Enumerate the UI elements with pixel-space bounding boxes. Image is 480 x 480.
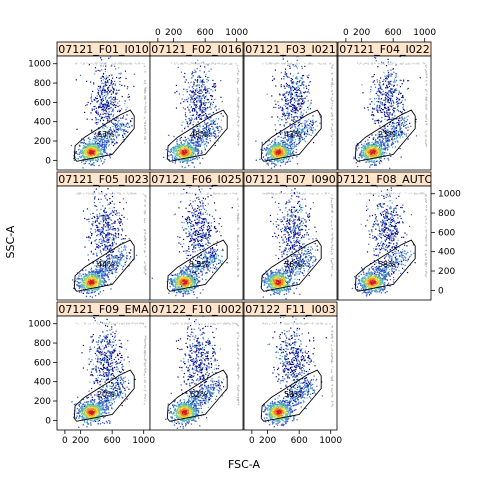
x-tick-label: 0 [62,436,68,446]
y-tick-label: 200 [34,137,51,147]
event-dots [162,56,240,169]
y-axis-title: SSC-A [4,225,17,258]
panel-frame [56,315,151,431]
x-tick-label: 600 [291,436,308,446]
panel-strip-label: 07122_F11_I003 [245,303,336,316]
panel-strip-label: 07122_F10_I002 [151,303,242,316]
panel-strip-label: 07121_F04_I022 [339,43,430,56]
gate-polygon [354,239,416,292]
x-tick-label: 600 [104,436,121,446]
panel-strip-label: 07121_F05_I023 [58,173,149,186]
panel: 07121_F07_I090 56% [243,171,338,301]
y-tick-label: 0 [438,286,444,296]
panel-strip-label: 07121_F09_EMA [58,303,149,316]
gate-polygon [354,109,416,162]
panel: 07121_F09_EMA 20% [56,301,151,431]
x-tick-label: 0 [155,28,161,38]
gate-percent-label: 59% [284,390,302,399]
panel-frame [337,185,432,301]
x-tick-label: 1000 [413,28,436,38]
event-dots [260,316,334,428]
x-tick-label: 600 [197,28,214,38]
gate-percent-label: 56% [284,260,302,269]
axes: 0 200 600 1000 0 200 600 1000 0 200 600 1000 0 200 600… [28,28,461,446]
event-dots [351,186,428,297]
gate-percent-label: 8.5% [189,260,210,269]
y-tick-label: 200 [438,267,455,277]
x-tick-label: 1000 [319,436,342,446]
gate-percent-label: 58% [378,260,396,269]
panel-frame [243,185,338,301]
y-tick-label: 600 [34,98,51,108]
gate-polygon [260,369,322,422]
y-tick-label: 1000 [438,190,461,200]
x-tick-label: 200 [72,436,89,446]
x-tick-label: 200 [353,28,370,38]
y-tick-label: 800 [438,209,455,219]
panel-strip-label: 07121_F06_I025 [151,173,242,186]
y-tick-label: 400 [34,378,51,388]
event-dots [151,186,240,299]
gate-polygon [166,239,228,292]
panel-frame [149,55,244,171]
event-dots [255,56,334,169]
panel-frame [149,185,244,301]
gate-polygon [73,239,135,292]
panel: 07121_F05_I023 44% [56,171,151,301]
panels: 07121_F01_I01063%07121_F02_I01648%07121_… [56,41,434,431]
panel: 07121_F02_I016 48% [149,41,244,171]
panel: 07121_F08_AUTO 58% [336,171,434,301]
panel-strip-label: 07121_F02_I016 [151,43,242,56]
event-dots [71,316,147,429]
panel-strip-label: 07121_F08_AUTO [336,173,434,186]
y-tick-label: 400 [438,248,455,258]
panel: 07121_F06_I025 8.5% [149,171,244,301]
y-tick-label: 1000 [28,320,51,330]
x-tick-label: 1000 [132,436,155,446]
y-tick-label: 0 [45,156,51,166]
x-tick-label: 600 [385,28,402,38]
gate-polygon [73,109,135,162]
y-tick-label: 600 [34,358,51,368]
x-tick-label: 1000 [225,28,248,38]
y-tick-label: 0 [45,416,51,426]
gate-percent-label: 44% [97,260,115,269]
panel-strip-label: 07121_F07_I090 [245,173,336,186]
gate-percent-label: 23% [378,130,396,139]
y-tick-label: 800 [34,79,51,89]
x-tick-label: 200 [259,436,276,446]
y-tick-label: 600 [438,228,455,238]
panel: 07121_F04_I022 23% [337,41,432,171]
gate-percent-label: 48% [190,130,208,139]
gate-polygon [260,239,322,292]
gate-polygon [166,109,228,162]
panel: 07122_F11_I003 59% [243,301,338,431]
y-tick-label: 800 [34,339,51,349]
event-dots [260,186,334,300]
event-dots [71,186,147,300]
panel: 07122_F10_I002 62% [149,301,244,431]
gate-percent-label: 43% [284,130,302,139]
gate-percent-label: 62% [190,390,208,399]
gate-polygon [260,109,322,162]
gate-polygon [73,369,135,422]
gate-percent-label: 20% [97,390,115,399]
x-tick-label: 0 [249,436,255,446]
event-dots [70,56,147,169]
gate-polygon [166,369,228,422]
x-tick-label: 200 [165,28,182,38]
panel-strip-label: 07121_F01_I010 [58,43,149,56]
panel-strip-label: 07121_F03_I021 [245,43,336,56]
panel: 07121_F03_I021 43% [243,41,338,171]
y-tick-label: 200 [34,397,51,407]
x-tick-label: 0 [343,28,349,38]
panel: 07121_F01_I010 63% [56,41,151,171]
y-tick-label: 1000 [28,60,51,70]
gate-percent-label: 63% [97,130,115,139]
x-axis-title: FSC-A [228,458,261,471]
y-tick-label: 400 [34,118,51,128]
